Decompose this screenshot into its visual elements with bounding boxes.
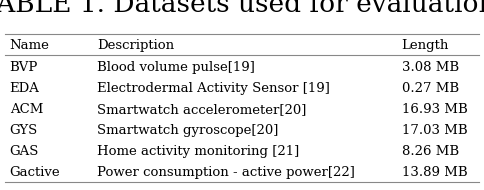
Text: Electrodermal Activity Sensor [19]: Electrodermal Activity Sensor [19] — [97, 82, 330, 95]
Text: Power consumption - active power[22]: Power consumption - active power[22] — [97, 166, 355, 179]
Text: Name: Name — [10, 39, 49, 52]
Text: Smartwatch accelerometer[20]: Smartwatch accelerometer[20] — [97, 103, 306, 116]
Text: 0.27 MB: 0.27 MB — [402, 82, 459, 95]
Text: Home activity monitoring [21]: Home activity monitoring [21] — [97, 145, 299, 158]
Text: GAS: GAS — [10, 145, 39, 158]
Text: 3.08 MB: 3.08 MB — [402, 61, 459, 74]
Text: Gactive: Gactive — [10, 166, 60, 179]
Text: BVP: BVP — [10, 61, 38, 74]
Text: 17.03 MB: 17.03 MB — [402, 124, 468, 137]
Text: EDA: EDA — [10, 82, 40, 95]
Text: 13.89 MB: 13.89 MB — [402, 166, 468, 179]
Text: 16.93 MB: 16.93 MB — [402, 103, 468, 116]
Text: 8.26 MB: 8.26 MB — [402, 145, 459, 158]
Text: ACM: ACM — [10, 103, 43, 116]
Text: Smartwatch gyroscope[20]: Smartwatch gyroscope[20] — [97, 124, 278, 137]
Text: Length: Length — [402, 39, 449, 52]
Text: Blood volume pulse[19]: Blood volume pulse[19] — [97, 61, 255, 74]
Text: GYS: GYS — [10, 124, 38, 137]
Text: TABLE 1. Datasets used for evaluation.: TABLE 1. Datasets used for evaluation. — [0, 0, 484, 17]
Text: Description: Description — [97, 39, 174, 52]
